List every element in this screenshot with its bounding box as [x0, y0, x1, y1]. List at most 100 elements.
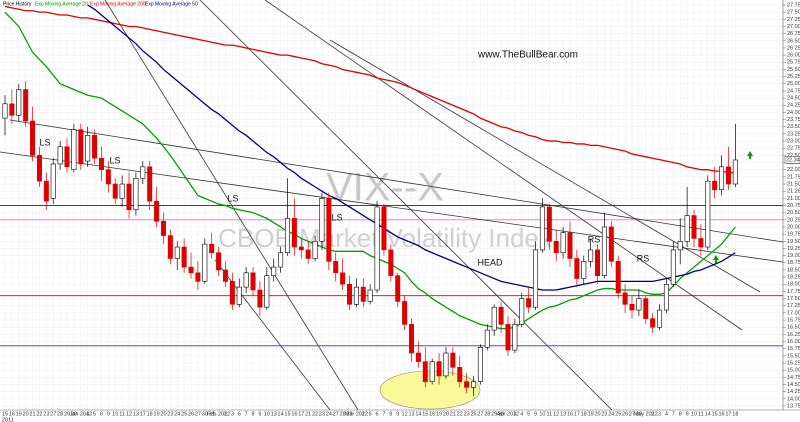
x-tick-label: 6: [376, 411, 379, 417]
candle-body: [78, 129, 84, 165]
candle-body: [112, 183, 118, 199]
trendline: [264, 0, 743, 331]
arrow-icon: [713, 255, 719, 263]
candle-body: [174, 246, 180, 259]
moving-averages: [4, 4, 736, 330]
candle-body: [98, 157, 104, 170]
x-tick-label: 21: [29, 411, 35, 417]
y-tick-label: 27.75: [787, 2, 800, 8]
x-tick-label: 10: [112, 411, 118, 417]
trendline: [9, 119, 783, 243]
x-tick-label: 30: [202, 411, 208, 417]
x-tick-label: 3: [231, 411, 234, 417]
x-tick-label: 8: [389, 411, 392, 417]
x-tick-label: 27: [50, 411, 56, 417]
x-tick-label: Mar 2012: [345, 411, 368, 417]
x-tick-label: 20: [160, 411, 166, 417]
candle-body: [181, 246, 187, 268]
url-text: www.TheBullBear.com: [477, 50, 578, 61]
legend-entry: Exp Moving Average 20: [35, 1, 88, 7]
trendline: [329, 39, 761, 293]
x-tick-label: 14: [278, 411, 284, 417]
x-tick-label: 7: [382, 411, 385, 417]
candle-body: [50, 163, 56, 199]
candle-body: [622, 292, 628, 305]
x-tick-label: 19: [588, 411, 594, 417]
ma-line: [4, 5, 736, 174]
x-tick-label: 24: [326, 411, 332, 417]
candle-body: [670, 249, 676, 285]
x-tick-label: 14: [705, 411, 711, 417]
x-tick-label: 26: [188, 411, 194, 417]
legend-entry: Price History: [3, 1, 32, 7]
x-tick-label: 23: [319, 411, 325, 417]
candle-body: [340, 272, 346, 285]
x-tick-label: 7: [672, 411, 675, 417]
candle-body: [477, 346, 483, 382]
x-tick-label: 18: [147, 411, 153, 417]
y-tick-label: 13.75: [787, 403, 800, 409]
candle-body: [374, 206, 380, 291]
x-tick-label: 9: [107, 411, 110, 417]
x-tick-label: 27: [333, 411, 339, 417]
candle-body: [719, 166, 725, 191]
candle-body: [326, 198, 332, 262]
candle-body: [319, 198, 325, 242]
y-tick-label: 20.50: [787, 210, 800, 216]
annotation: LS: [227, 193, 238, 203]
y-tick-label: 17.50: [787, 296, 800, 302]
x-tick-label: 23: [601, 411, 607, 417]
y-tick-label: 16.25: [787, 332, 800, 338]
y-tick-label: 25.00: [787, 81, 800, 87]
x-tick-label: 13: [271, 411, 277, 417]
x-tick-label: 30: [498, 411, 504, 417]
x-tick-label: 19: [16, 411, 22, 417]
candle-body: [698, 238, 704, 248]
y-tick-label: 14.50: [787, 382, 800, 388]
x-tick-label: 28: [340, 411, 346, 417]
candle-body: [291, 218, 297, 248]
year-label: 2011: [2, 417, 14, 422]
candle-body: [588, 249, 594, 262]
y-tick-label: 24.00: [787, 110, 800, 116]
candle-body: [85, 135, 91, 162]
x-tick-label: 4: [520, 411, 523, 417]
x-tick-label: 11: [698, 411, 704, 417]
x-tick-label: 10: [691, 411, 697, 417]
y-tick-label: 23.00: [787, 139, 800, 145]
y-tick-label: 14.00: [787, 396, 800, 402]
candle-body: [553, 241, 559, 254]
y-tick-label: 15.75: [787, 346, 800, 352]
x-tick-label: 26: [622, 411, 628, 417]
y-tick-label: 27.00: [787, 24, 800, 30]
y-tick-label: 15.25: [787, 360, 800, 366]
candle-body: [422, 361, 428, 382]
y-tick-label: 20.25: [787, 217, 800, 223]
x-tick-label: 10: [539, 411, 545, 417]
candle-body: [663, 283, 669, 311]
y-tick-label: 15.50: [787, 353, 800, 359]
y-tick-label: 18.75: [787, 260, 800, 266]
candle-body: [615, 261, 621, 294]
candle-body: [43, 180, 49, 202]
candle-body: [608, 226, 614, 262]
candle-body: [133, 177, 139, 211]
x-tick-label: 19: [436, 411, 442, 417]
candle-body: [202, 243, 208, 282]
y-tick-label: 18.50: [787, 267, 800, 273]
x-tick-label: 30: [636, 411, 642, 417]
x-tick-label: 5: [93, 411, 96, 417]
candle-body: [381, 206, 387, 251]
candle-body: [677, 241, 683, 251]
y-tick-label: 20.75: [787, 203, 800, 209]
x-tick-label: 12: [402, 411, 408, 417]
x-tick-label: 27: [477, 411, 483, 417]
candle-body: [512, 324, 518, 351]
candle-body: [236, 286, 242, 305]
x-tick-label: Jan 2012: [69, 411, 92, 417]
y-tick-label: 21.50: [787, 181, 800, 187]
candle-body: [264, 275, 270, 308]
candle-body: [126, 183, 132, 211]
candle-body: [457, 367, 463, 382]
y-tick-label: 17.75: [787, 289, 800, 295]
